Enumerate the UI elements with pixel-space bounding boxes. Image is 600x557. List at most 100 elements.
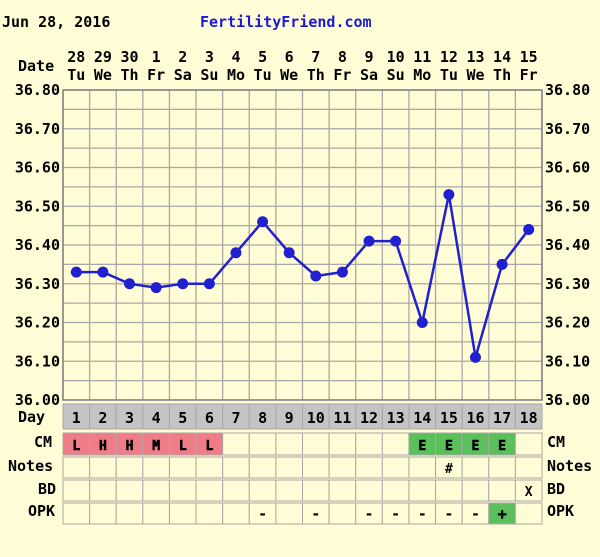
opk-cell — [222, 502, 250, 525]
temperature-point — [177, 278, 189, 290]
opk-value: + — [498, 505, 507, 523]
weekday-label: Fr — [147, 66, 165, 84]
cm-cell — [248, 432, 277, 456]
temperature-point — [70, 266, 82, 278]
date-number-label: 3 — [205, 48, 214, 66]
date-number-label: 6 — [285, 48, 294, 66]
weekday-label: Tu — [440, 66, 458, 84]
cm-cell — [275, 432, 303, 456]
day-cell — [62, 403, 91, 430]
day-number-label: 8 — [258, 409, 267, 427]
opk-cell — [275, 502, 303, 525]
day-number-label: 7 — [231, 409, 240, 427]
bd-cell — [275, 479, 303, 502]
y-tick-label-right: 36.20 — [545, 314, 590, 332]
date-number-label: 15 — [520, 48, 538, 66]
weekday-label: Tu — [254, 66, 272, 84]
weekday-label: Tu — [67, 66, 85, 84]
notes-cell — [381, 456, 410, 479]
temperature-point — [257, 216, 269, 228]
date-number-label: 13 — [466, 48, 484, 66]
cm-cell — [514, 432, 543, 456]
weekday-label: Su — [200, 66, 218, 84]
y-tick-label-left: 36.40 — [15, 236, 60, 254]
date-number-label: 9 — [365, 48, 374, 66]
cm-cell — [328, 432, 357, 456]
opk-value: - — [365, 505, 374, 523]
y-tick-label-right: 36.30 — [545, 275, 590, 293]
day-number-label: 11 — [333, 409, 351, 427]
bd-cell — [89, 479, 117, 502]
opk-cell — [195, 502, 224, 525]
day-number-label: 1 — [72, 409, 81, 427]
y-tick-label-left: 36.00 — [15, 391, 60, 409]
weekday-label: Th — [120, 66, 138, 84]
day-cell — [168, 403, 197, 430]
opk-cell — [142, 502, 170, 525]
bd-row-label-right: BD — [547, 480, 565, 498]
opk-cell — [328, 502, 357, 525]
notes-cell — [302, 456, 330, 479]
cm-cell — [381, 432, 410, 456]
day-number-label: 6 — [205, 409, 214, 427]
day-cell — [328, 403, 357, 430]
notes-cell — [328, 456, 357, 479]
day-cell — [514, 403, 543, 430]
day-cell — [115, 403, 144, 430]
weekday-label: Th — [307, 66, 325, 84]
notes-cell — [461, 456, 490, 479]
date-number-label: 5 — [258, 48, 267, 66]
cm-cell — [355, 432, 383, 456]
weekday-label: Mo — [227, 66, 245, 84]
bd-cell — [408, 479, 437, 502]
bd-cell — [195, 479, 224, 502]
day-number-label: 14 — [413, 409, 431, 427]
day-number-label: 4 — [152, 409, 161, 427]
date-number-label: 4 — [231, 48, 240, 66]
day-number-label: 13 — [387, 409, 405, 427]
cm-value: E — [418, 439, 426, 454]
bd-row-label-left: BD — [38, 480, 56, 498]
opk-value: - — [258, 505, 267, 523]
y-tick-label-left: 36.70 — [15, 120, 60, 138]
day-number-label: 15 — [440, 409, 458, 427]
day-row-label: Day — [18, 408, 45, 426]
date-number-label: 1 — [152, 48, 161, 66]
cm-value: H — [99, 439, 107, 454]
weekday-label: Fr — [520, 66, 538, 84]
day-number-label: 17 — [493, 409, 511, 427]
opk-cell — [62, 502, 91, 525]
temperature-point — [283, 247, 295, 259]
y-tick-label-right: 36.10 — [545, 352, 590, 370]
day-number-label: 12 — [360, 409, 378, 427]
y-tick-label-left: 36.60 — [15, 159, 60, 177]
day-cell — [408, 403, 437, 430]
cm-value: M — [152, 439, 160, 454]
bd-cell — [168, 479, 197, 502]
date-number-label: 10 — [387, 48, 405, 66]
opk-cell — [89, 502, 117, 525]
chart-marks: 36.80 36.80 36.70 36.70 36.60 36.60 36.50 36.50… — [15, 48, 590, 525]
temperature-point — [363, 235, 375, 247]
site-name: FertilityFriend.com — [200, 13, 372, 31]
day-cell — [488, 403, 516, 430]
opk-cell — [168, 502, 197, 525]
notes-row-label-right: Notes — [547, 457, 592, 475]
bd-value: X — [525, 485, 533, 500]
weekday-label: We — [280, 66, 298, 84]
temperature-point — [443, 189, 455, 201]
notes-row-label-left: Notes — [8, 457, 53, 475]
bd-cell — [62, 479, 91, 502]
cm-value: H — [126, 439, 134, 454]
temperature-point — [416, 317, 428, 328]
y-tick-label-right: 36.00 — [545, 391, 590, 409]
weekday-label: Su — [387, 66, 405, 84]
notes-cell — [488, 456, 516, 479]
bd-cell — [328, 479, 357, 502]
day-number-label: 18 — [520, 409, 538, 427]
date-number-label: 2 — [178, 48, 187, 66]
temperature-point — [469, 351, 481, 363]
bd-cell — [142, 479, 170, 502]
bd-cell — [302, 479, 330, 502]
plot-frame — [62, 89, 543, 401]
